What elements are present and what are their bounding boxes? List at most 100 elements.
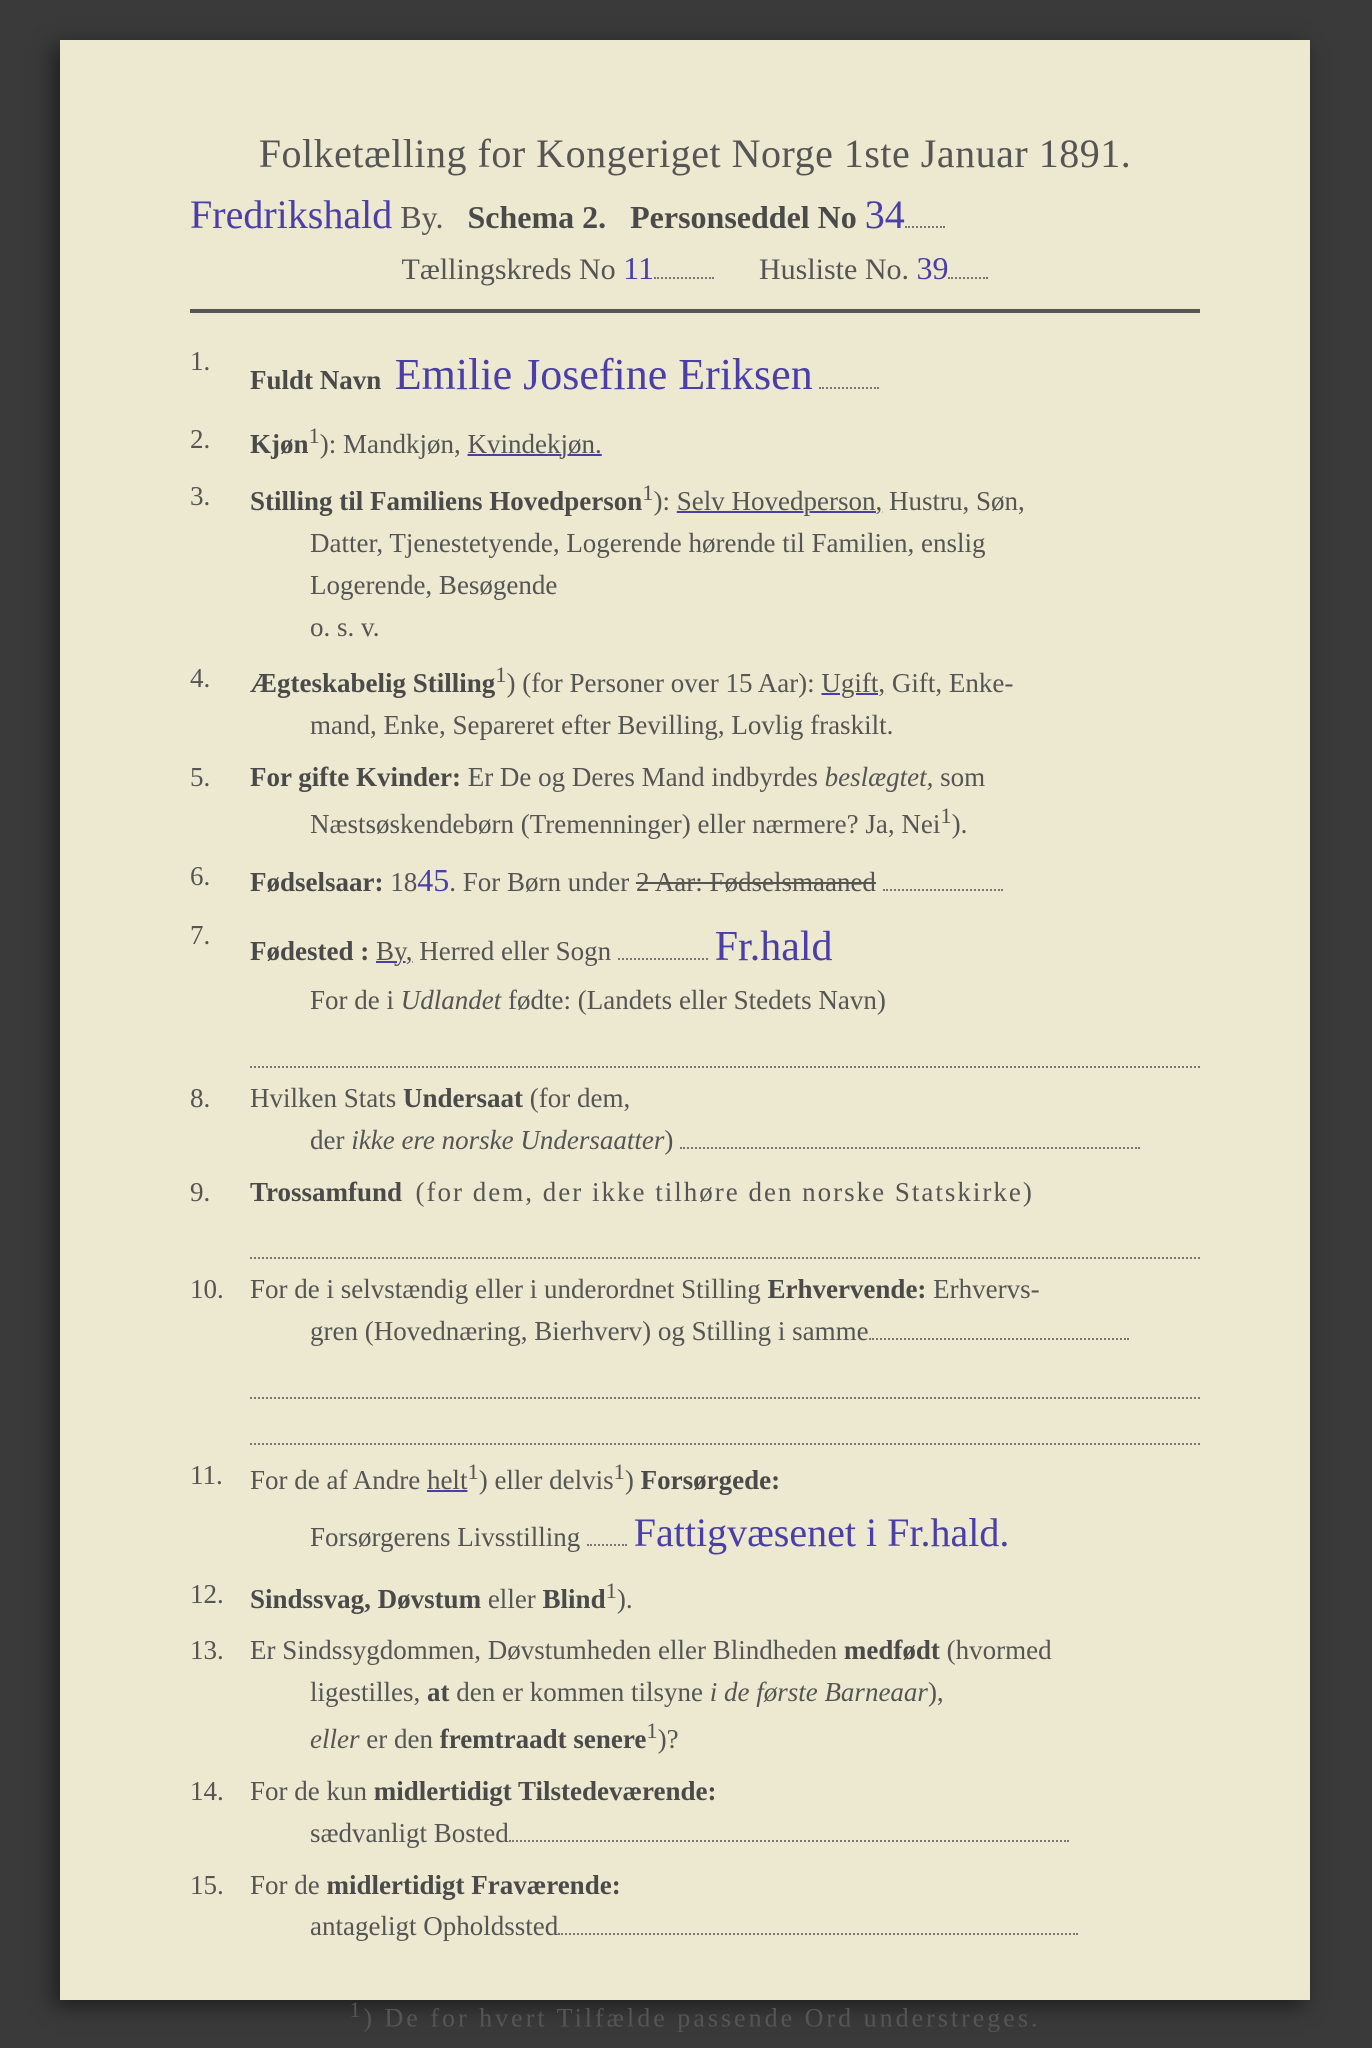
q5-label: For gifte Kvinder: <box>250 762 461 792</box>
q3-rest4: o. s. v. <box>250 607 1200 649</box>
q3-sup: 1 <box>642 480 653 505</box>
q8-em: ikke ere norske Undersaatter <box>351 1125 664 1155</box>
q5-text3: Næstsøskendebørn (Tremenninger) eller næ… <box>310 809 940 839</box>
q13-text4: den er kommen tilsyne <box>456 1677 703 1707</box>
q7-rest: Herred eller Sogn <box>419 936 611 966</box>
q4-row: 4. Ægteskabelig Stilling1) (for Personer… <box>190 658 1200 747</box>
q5-text1: Er De og Deres Mand indbyrdes <box>468 762 818 792</box>
personseddel-label: Personseddel No <box>630 199 857 235</box>
q3-num: 3. <box>190 476 250 648</box>
q12-b2: Blind <box>543 1584 606 1614</box>
q5-end: ). <box>952 809 968 839</box>
q13-text3: ligestilles, <box>310 1677 420 1707</box>
q2-label: Kjøn <box>250 429 309 459</box>
q7-hand: Fr.hald <box>715 924 833 970</box>
q8-text2: (for dem, <box>530 1083 630 1113</box>
q2-opt-mand: Mandkjøn, <box>343 429 461 459</box>
footnote-text: ) De for hvert Tilfælde passende Ord und… <box>363 2004 1040 2033</box>
q15-row: 15. For de midlertidigt Fraværende: anta… <box>190 1865 1200 1949</box>
q12-b1: Sindssvag, Døvstum <box>250 1584 481 1614</box>
q15-line2: antageligt Opholdssted <box>310 1911 558 1941</box>
q11-mid2: ) <box>625 1465 634 1495</box>
q1-row: 1. Fuldt Navn Emilie Josefine Eriksen <box>190 341 1200 409</box>
q15-num: 15. <box>190 1865 250 1949</box>
q14-text1: For de kun <box>250 1776 367 1806</box>
q15-text1: For de <box>250 1870 320 1900</box>
q11-line2: Forsørgerens Livsstilling <box>310 1522 580 1552</box>
q9-text: (for dem, der ikke tilhøre den norske St… <box>416 1177 1034 1207</box>
q10-num: 10. <box>190 1269 250 1444</box>
q6-year: 45 <box>417 862 449 898</box>
q10-text1: For de i selvstændig eller i underordnet… <box>250 1274 761 1304</box>
q6-label: Fødselsaar: <box>250 867 383 897</box>
q4-sup: 1 <box>495 662 506 687</box>
q8-row: 8. Hvilken Stats Undersaat (for dem, der… <box>190 1078 1200 1162</box>
q11-hand: Fattigvæsenet i Fr.hald. <box>634 1510 1010 1555</box>
q5-text2: som <box>940 762 985 792</box>
q9-label: Trossamfund <box>250 1177 402 1207</box>
q10-text3: gren (Hovednæring, Bierhverv) og Stillin… <box>310 1316 869 1346</box>
q9-num: 9. <box>190 1172 250 1260</box>
q7-sel: By, <box>376 936 413 966</box>
q14-num: 14. <box>190 1771 250 1855</box>
q8-text4: ) <box>664 1125 673 1155</box>
horizontal-rule <box>190 309 1200 313</box>
q12-row: 12. Sindssvag, Døvstum eller Blind1). <box>190 1574 1200 1621</box>
q6-num: 6. <box>190 856 250 906</box>
q7-label: Fødested : <box>250 936 369 966</box>
q15-b1: midlertidigt Fraværende: <box>327 1870 621 1900</box>
q14-b1: midlertidigt Tilstedeværende: <box>374 1776 717 1806</box>
q8-text3: der <box>310 1125 344 1155</box>
q7-num: 7. <box>190 915 250 1068</box>
q3-rest2: Datter, Tjenestetyende, Logerende hørend… <box>250 523 1200 565</box>
q7-line2b: fødte: (Landets eller Stedets Navn) <box>508 985 886 1015</box>
q10-b1: Erhvervende: <box>767 1274 926 1304</box>
q7-dotline <box>250 1028 1200 1068</box>
q13-text1: Er Sindssygdommen, Døvstumheden eller Bl… <box>250 1635 837 1665</box>
q7-row: 7. Fødested : By, Herred eller Sogn Fr.h… <box>190 915 1200 1068</box>
q6-prefix: 18 <box>390 867 417 897</box>
q2-sup: 1 <box>309 423 320 448</box>
q13-em1: i de første Barneaar <box>710 1677 928 1707</box>
by-label: By. <box>400 199 443 235</box>
schema-label: Schema 2. <box>467 199 606 235</box>
husliste-no: 39 <box>916 250 948 286</box>
q3-row: 3. Stilling til Familiens Hovedperson1):… <box>190 476 1200 648</box>
census-form-page: Folketælling for Kongeriget Norge 1ste J… <box>60 40 1310 2000</box>
q12-sup: 1 <box>606 1578 617 1603</box>
kreds-label: Tællingskreds No <box>402 253 616 286</box>
q3-rest1: Hustru, Søn, <box>889 486 1025 516</box>
city-handwritten: Fredrikshald <box>190 192 392 237</box>
header-line-3: Tællingskreds No 11 Husliste No. 39 <box>190 250 1200 287</box>
footnote-sup: 1 <box>350 1998 364 2022</box>
q11-sup1: 1 <box>467 1459 478 1484</box>
q13-b2: at <box>427 1677 450 1707</box>
q7-em: Udlandet <box>401 985 502 1015</box>
q5-em1: beslægtet, <box>825 762 934 792</box>
q13-b1: medfødt <box>844 1635 940 1665</box>
personseddel-no: 34 <box>865 192 905 237</box>
q8-text1: Hvilken Stats <box>250 1083 396 1113</box>
q6-row: 6. Fødselsaar: 1845. For Børn under 2 Aa… <box>190 856 1200 906</box>
q7-line2a: For de i <box>310 985 394 1015</box>
q4-rest2: mand, Enke, Separeret efter Bevilling, L… <box>250 705 1200 747</box>
q13-text6: er den <box>366 1724 433 1754</box>
q13-row: 13. Er Sindssygdommen, Døvstumheden elle… <box>190 1630 1200 1761</box>
q4-label: Ægteskabelig Stilling <box>250 668 495 698</box>
q13-em2: eller <box>310 1724 359 1754</box>
q11-mid1: ) eller delvis <box>479 1465 614 1495</box>
q1-num: 1. <box>190 341 250 409</box>
q6-strike: 2 Aar: Fødselsmaaned <box>636 867 876 897</box>
husliste-label: Husliste No. <box>759 253 909 286</box>
q9-dotline <box>250 1220 1200 1260</box>
footnote: 1) De for hvert Tilfælde passende Ord un… <box>190 1998 1200 2034</box>
q4-num: 4. <box>190 658 250 747</box>
q6-mid: . For Børn under <box>449 867 629 897</box>
q14-row: 14. For de kun midlertidigt Tilstedevære… <box>190 1771 1200 1855</box>
q8-b1: Undersaat <box>403 1083 523 1113</box>
q3-rest3: Logerende, Besøgende <box>250 565 1200 607</box>
q13-num: 13. <box>190 1630 250 1761</box>
q11-b1: Forsørgede: <box>641 1465 780 1495</box>
q10-dotline2 <box>250 1405 1200 1445</box>
main-title: Folketælling for Kongeriget Norge 1ste J… <box>190 130 1200 177</box>
